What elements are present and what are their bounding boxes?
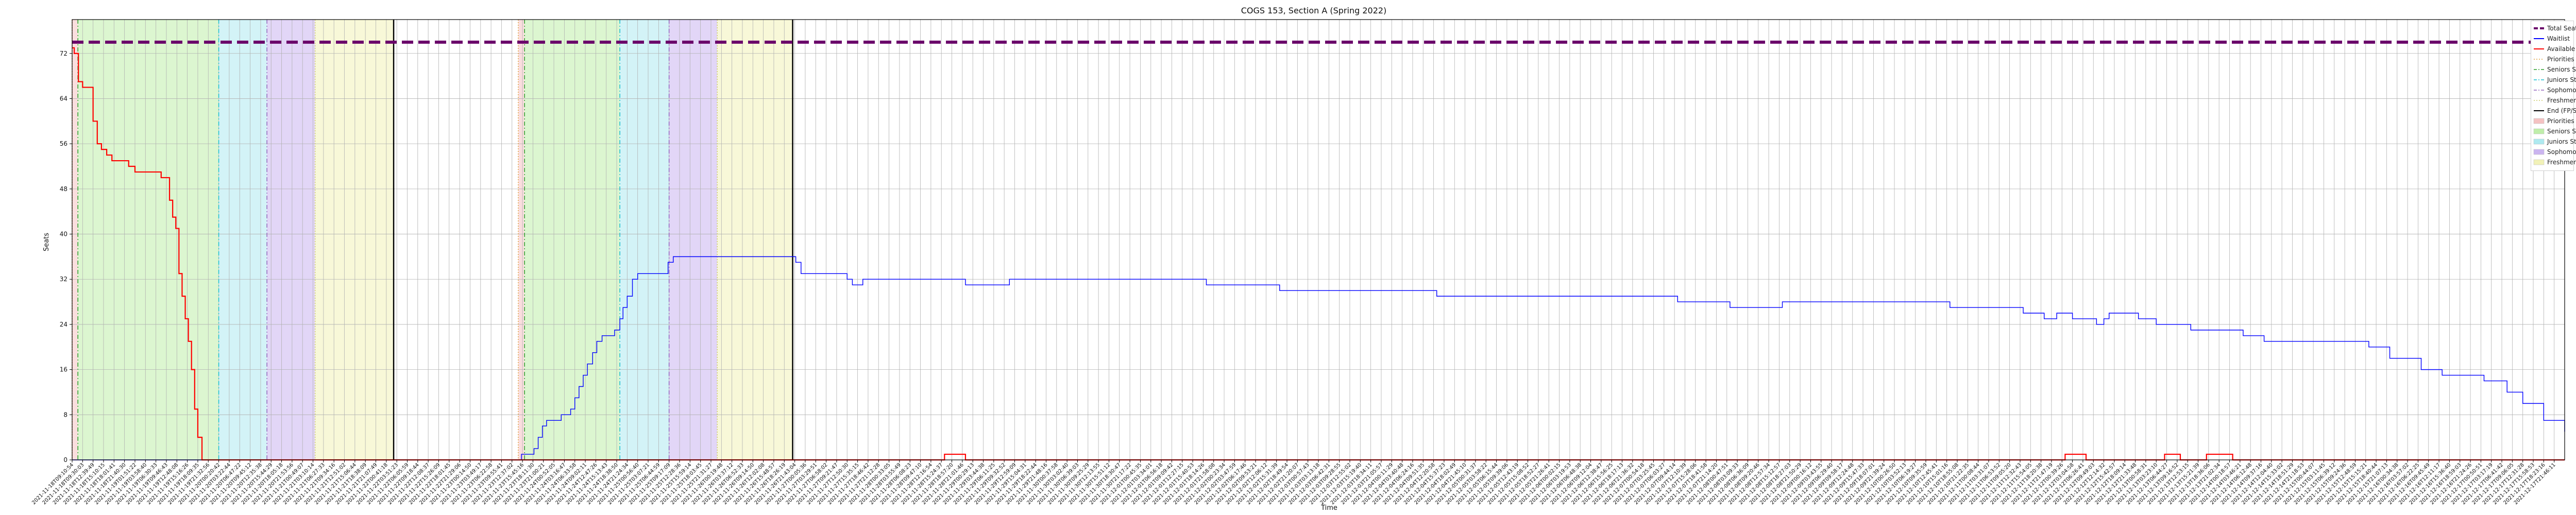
legend-swatch (2533, 139, 2545, 145)
legend-swatch (2533, 66, 2545, 73)
legend-entry: Total Seats (2533, 23, 2576, 33)
y-tick-label: 64 (60, 95, 67, 102)
period-band-sophomores-start (669, 20, 718, 460)
y-tick-label: 16 (60, 366, 67, 373)
x-axis-label: Time (1320, 504, 1337, 512)
y-tick-label: 40 (60, 231, 67, 238)
chart-title: COGS 153, Section A (Spring 2022) (1241, 6, 1387, 15)
period-band-freshmen-start (315, 20, 394, 460)
legend-label: Available (2547, 45, 2575, 53)
legend-label: Sophomores Start (2547, 148, 2576, 156)
period-marker-layer (72, 20, 793, 460)
legend-entry: Seniors Start (2533, 64, 2576, 75)
y-tick-label: 32 (60, 276, 67, 283)
legend-swatch (2533, 46, 2545, 52)
y-tick-label: 48 (60, 185, 67, 193)
legend-entry: Sophomores Start (2533, 85, 2576, 95)
y-axis-label: Seats (43, 233, 50, 251)
legend-label: Waitlist (2547, 35, 2570, 42)
legend-entry: Available (2533, 44, 2575, 54)
period-band-freshmen-start (717, 20, 793, 460)
legend-entry: Priorities Start (2533, 116, 2576, 126)
legend-swatch (2533, 77, 2545, 83)
legend-swatch (2533, 87, 2545, 93)
legend-swatch (2533, 159, 2545, 165)
period-band-juniors-start (620, 20, 669, 460)
legend-label: Seniors Start (2547, 128, 2576, 135)
legend-entry: Juniors Start (2533, 136, 2576, 147)
legend-swatch (2533, 118, 2545, 124)
y-tick-label: 8 (63, 411, 67, 418)
legend-swatch (2533, 56, 2545, 62)
legend-entry: Freshmen Start (2533, 95, 2576, 106)
y-tick-label: 72 (60, 50, 67, 57)
legend-entry: Juniors Start (2533, 75, 2576, 85)
legend-swatch (2533, 128, 2545, 134)
y-tick-label: 0 (63, 456, 67, 464)
axes-layer: 0816243240485664722021-11-18T09:10:54202… (31, 19, 2565, 506)
period-band-seniors-start (78, 20, 219, 460)
legend-label: End (FP/SP) (2547, 107, 2576, 114)
y-tick-label: 24 (60, 321, 67, 328)
period-band-sophomores-start (267, 20, 315, 460)
period-band-juniors-start (218, 20, 267, 460)
legend-swatch (2533, 25, 2545, 31)
legend-swatch (2533, 149, 2545, 155)
legend-label: Juniors Start (2547, 138, 2576, 145)
y-tick-label: 56 (60, 140, 67, 147)
legend-label: Freshmen Start (2547, 97, 2576, 104)
legend-swatch (2533, 36, 2545, 42)
legend-label: Seniors Start (2547, 66, 2576, 73)
legend-label: Total Seats (2547, 25, 2576, 32)
legend-label: Sophomores Start (2547, 87, 2576, 94)
legend-entry: Waitlist (2533, 33, 2571, 44)
legend-entry: Sophomores Start (2533, 147, 2576, 157)
legend-swatch (2533, 108, 2545, 114)
legend-label: Juniors Start (2547, 76, 2576, 83)
period-band-seniors-start (524, 20, 620, 460)
legend-entry: Priorities Start (2533, 54, 2576, 64)
legend-label: Priorities Start (2547, 117, 2576, 125)
legend-entry: Seniors Start (2533, 126, 2576, 136)
period-band-priorities-start (72, 20, 78, 460)
chart-legend: Total Seats Waitlist Available Priorities S… (2531, 21, 2576, 171)
legend-label: Priorities Start (2547, 56, 2576, 63)
legend-entry: Freshmen Start (2533, 157, 2576, 167)
legend-label: Freshmen Start (2547, 159, 2576, 166)
legend-entry: End (FP/SP) (2533, 106, 2576, 116)
series-waitlist (72, 256, 2565, 460)
legend-swatch (2533, 97, 2545, 104)
period-band-priorities-start (518, 20, 525, 460)
period-shading-layer (72, 20, 793, 460)
grid-layer (72, 20, 2565, 460)
